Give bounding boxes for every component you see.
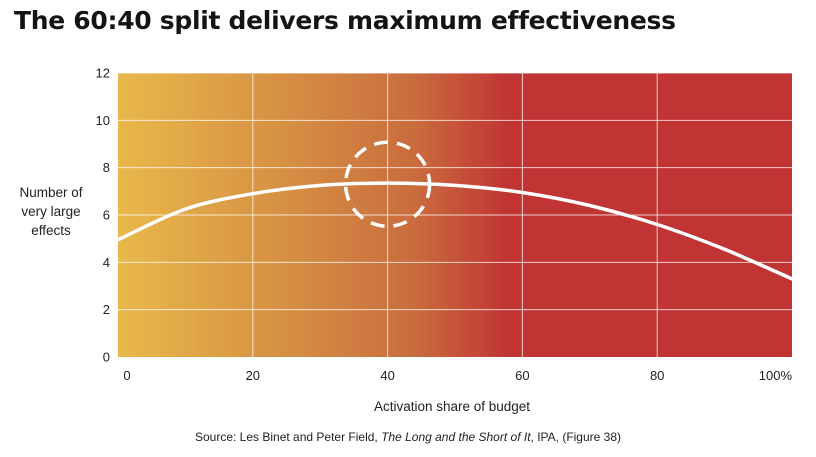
y-axis-ticks: 0 2 4 6 8 10 12	[96, 66, 110, 365]
y-tick-label: 2	[103, 302, 110, 317]
chart-title: The 60:40 split delivers maximum effecti…	[14, 6, 676, 35]
x-axis-ticks: 0 20 40 60 80 100%	[123, 368, 792, 383]
x-tick-label: 80	[650, 368, 664, 383]
source-note: Source: Les Binet and Peter Field, The L…	[0, 430, 816, 444]
x-tick-label: 40	[380, 368, 394, 383]
series	[116, 181, 794, 281]
x-tick-label: 20	[246, 368, 260, 383]
y-axis-label-line: very large	[21, 204, 81, 219]
y-tick-label: 10	[96, 113, 110, 128]
y-axis-label-line: effects	[31, 223, 71, 238]
source-suffix: , IPA, (Figure 38)	[530, 430, 622, 444]
x-tick-label: 60	[515, 368, 529, 383]
y-axis-label: Number of very large effects	[10, 183, 92, 240]
x-tick-label: 0	[123, 368, 130, 383]
grid	[118, 72, 792, 357]
y-tick-label: 8	[103, 160, 110, 175]
series-line	[116, 181, 794, 281]
y-tick-label: 0	[103, 350, 110, 365]
annotations	[343, 140, 432, 228]
y-axis-label-line: Number of	[19, 185, 83, 200]
source-work-title: The Long and the Short of It	[381, 430, 531, 444]
x-axis-label: Activation share of budget	[374, 399, 530, 414]
y-tick-label: 12	[96, 66, 110, 81]
y-tick-label: 4	[103, 255, 110, 270]
source-prefix: Source: Les Binet and Peter Field,	[194, 430, 382, 444]
y-tick-label: 6	[103, 208, 110, 223]
x-tick-label: 100%	[759, 368, 793, 383]
highlight-circle	[343, 140, 432, 228]
